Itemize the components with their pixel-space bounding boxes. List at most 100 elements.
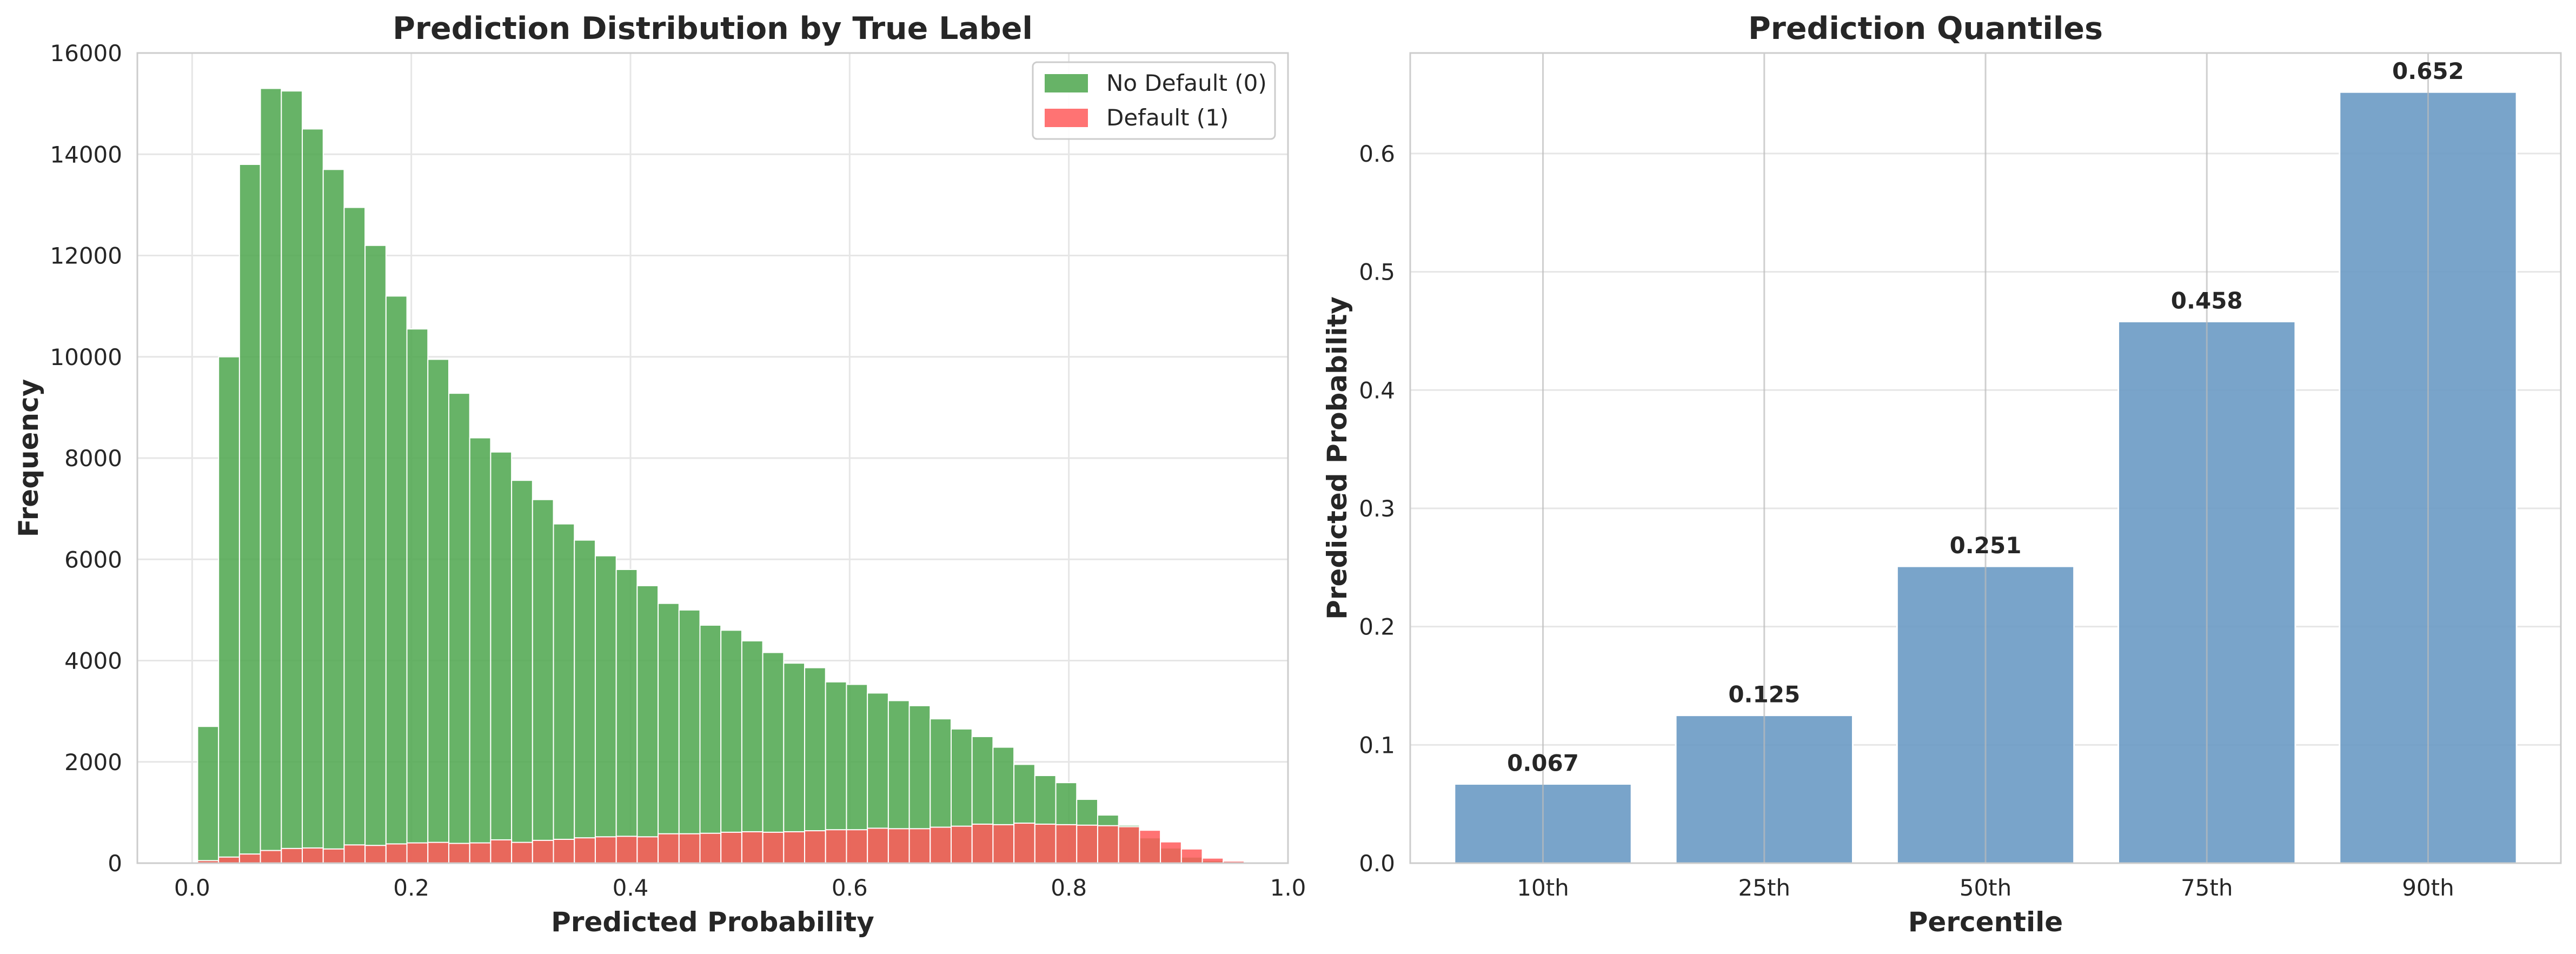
histogram-bar: [762, 831, 785, 864]
histogram-bar: [302, 128, 324, 864]
quantile-value-label: 0.251: [1950, 532, 2022, 559]
histogram-chart: Prediction Distribution by True Label 0.…: [13, 11, 1306, 938]
histogram-bar: [594, 836, 617, 864]
histogram-x-tick-label: 0.6: [832, 875, 868, 901]
histogram-y-tick-label: 6000: [64, 546, 122, 573]
legend-entry-no-default: No Default (0): [1106, 70, 1267, 96]
histogram-bar: [218, 856, 240, 864]
histogram-bar: [281, 847, 303, 864]
histogram-bar: [532, 839, 554, 864]
quantile-y-tick-label: 0.0: [1359, 850, 1395, 877]
histogram-bar: [553, 523, 575, 864]
quantile-value-labels: 0.067 0.125 0.251 0.458 0.652: [1507, 58, 2464, 776]
histogram-bar: [1076, 824, 1098, 864]
quantile-x-tick-label: 25th: [1738, 875, 1791, 901]
histogram-y-tick-label: 2000: [64, 749, 122, 776]
histogram-bar: [699, 832, 722, 864]
histogram-bar: [511, 480, 533, 864]
histogram-bar: [1013, 823, 1035, 864]
histogram-bar: [427, 359, 449, 864]
histogram-bar: [930, 826, 952, 864]
histogram-y-tick-label: 12000: [50, 243, 122, 269]
histogram-bar: [385, 295, 408, 864]
histogram-bar: [615, 836, 638, 864]
histogram-bar: [238, 163, 261, 864]
quantile-y-tick-label: 0.3: [1359, 495, 1395, 522]
quantile-x-tick-label: 10th: [1517, 875, 1569, 901]
histogram-x-tick-label: 0.8: [1051, 875, 1087, 901]
quantile-vertical-grid: [1542, 53, 2429, 863]
histogram-y-tick-label: 16000: [50, 40, 122, 67]
histogram-bar: [678, 833, 701, 864]
histogram-bar: [448, 393, 470, 864]
histogram-bar: [741, 831, 763, 864]
quantile-value-label: 0.652: [2392, 58, 2464, 84]
histogram-bar: [720, 630, 742, 864]
histogram-bar: [1118, 826, 1140, 864]
histogram-y-tick-label: 14000: [50, 141, 122, 168]
histogram-bar: [406, 328, 429, 864]
histogram-bar: [343, 844, 366, 864]
histogram-bar: [804, 830, 826, 864]
histogram-plot-frame: [136, 52, 1289, 864]
histogram-bar: [741, 640, 763, 864]
histogram-bar: [260, 88, 282, 864]
histogram-bar: [1180, 848, 1203, 864]
histogram-bar: [615, 568, 638, 864]
quantile-value-label: 0.458: [2171, 287, 2243, 314]
quantile-y-axis-label: Predicted Probability: [1322, 296, 1353, 620]
histogram-bar: [469, 842, 492, 864]
legend-swatch-default: [1045, 109, 1088, 127]
histogram-bar: [1139, 830, 1161, 864]
histogram-bar: [364, 845, 387, 864]
histogram-bar: [908, 828, 931, 864]
histogram-bar: [218, 356, 240, 864]
histogram-bar: [490, 451, 513, 864]
histogram-bar: [992, 824, 1015, 864]
histogram-x-tick-label: 1.0: [1270, 875, 1306, 901]
histogram-bar: [574, 539, 596, 864]
histogram-bar: [699, 624, 722, 864]
histogram-bar: [658, 833, 680, 864]
histogram-title: Prediction Distribution by True Label: [393, 11, 1033, 47]
histogram-y-tick-labels: 0 2000 4000 6000 8000 10000 12000 14000 16000: [50, 40, 122, 877]
histogram-y-tick-label: 4000: [64, 648, 122, 674]
histogram-series-no-default: [197, 88, 1245, 864]
quantile-value-label: 0.067: [1507, 750, 1579, 776]
histogram-bar: [448, 843, 470, 864]
histogram-x-tick-labels: 0.0 0.2 0.4 0.6 0.8 1.0: [174, 875, 1306, 901]
legend-swatch-no-default: [1045, 74, 1088, 92]
histogram-bar: [783, 831, 806, 864]
histogram-y-tick-label: 8000: [64, 445, 122, 472]
quantile-x-axis-label: Percentile: [1908, 906, 2063, 938]
histogram-bar: [322, 169, 345, 864]
histogram-y-axis-label: Frequency: [13, 379, 44, 538]
quantile-x-tick-labels: 10th 25th 50th 75th 90th: [1517, 875, 2454, 901]
histogram-bar: [762, 652, 785, 864]
histogram-bar: [1160, 841, 1182, 864]
quantile-y-tick-labels: 0.0 0.1 0.2 0.3 0.4 0.5 0.6: [1359, 141, 1395, 877]
quantile-plot-frame: [1409, 52, 2562, 864]
quantile-y-tick-label: 0.4: [1359, 377, 1395, 403]
histogram-bar: [594, 555, 617, 864]
legend-entry-default: Default (1): [1106, 104, 1229, 131]
histogram-bar: [385, 843, 408, 864]
histogram-bar: [720, 831, 742, 864]
histogram-bar: [887, 828, 910, 864]
histogram-bar: [490, 839, 513, 864]
histogram-bar: [846, 829, 868, 864]
histogram-bar: [322, 848, 345, 864]
quantile-title: Prediction Quantiles: [1748, 11, 2103, 47]
histogram-bar: [364, 244, 387, 864]
histogram-bar: [867, 827, 889, 864]
histogram-bar: [1055, 824, 1078, 864]
histogram-bar: [427, 842, 449, 864]
histogram-bar: [238, 853, 261, 864]
histogram-legend: No Default (0) Default (1): [1032, 61, 1276, 140]
legend-frame: [1032, 61, 1276, 140]
histogram-bar: [783, 662, 806, 864]
histogram-x-tick-label: 0.0: [174, 875, 210, 901]
histogram-bar: [511, 842, 533, 864]
histogram-x-tick-label: 0.4: [613, 875, 649, 901]
histogram-bar: [260, 850, 282, 864]
